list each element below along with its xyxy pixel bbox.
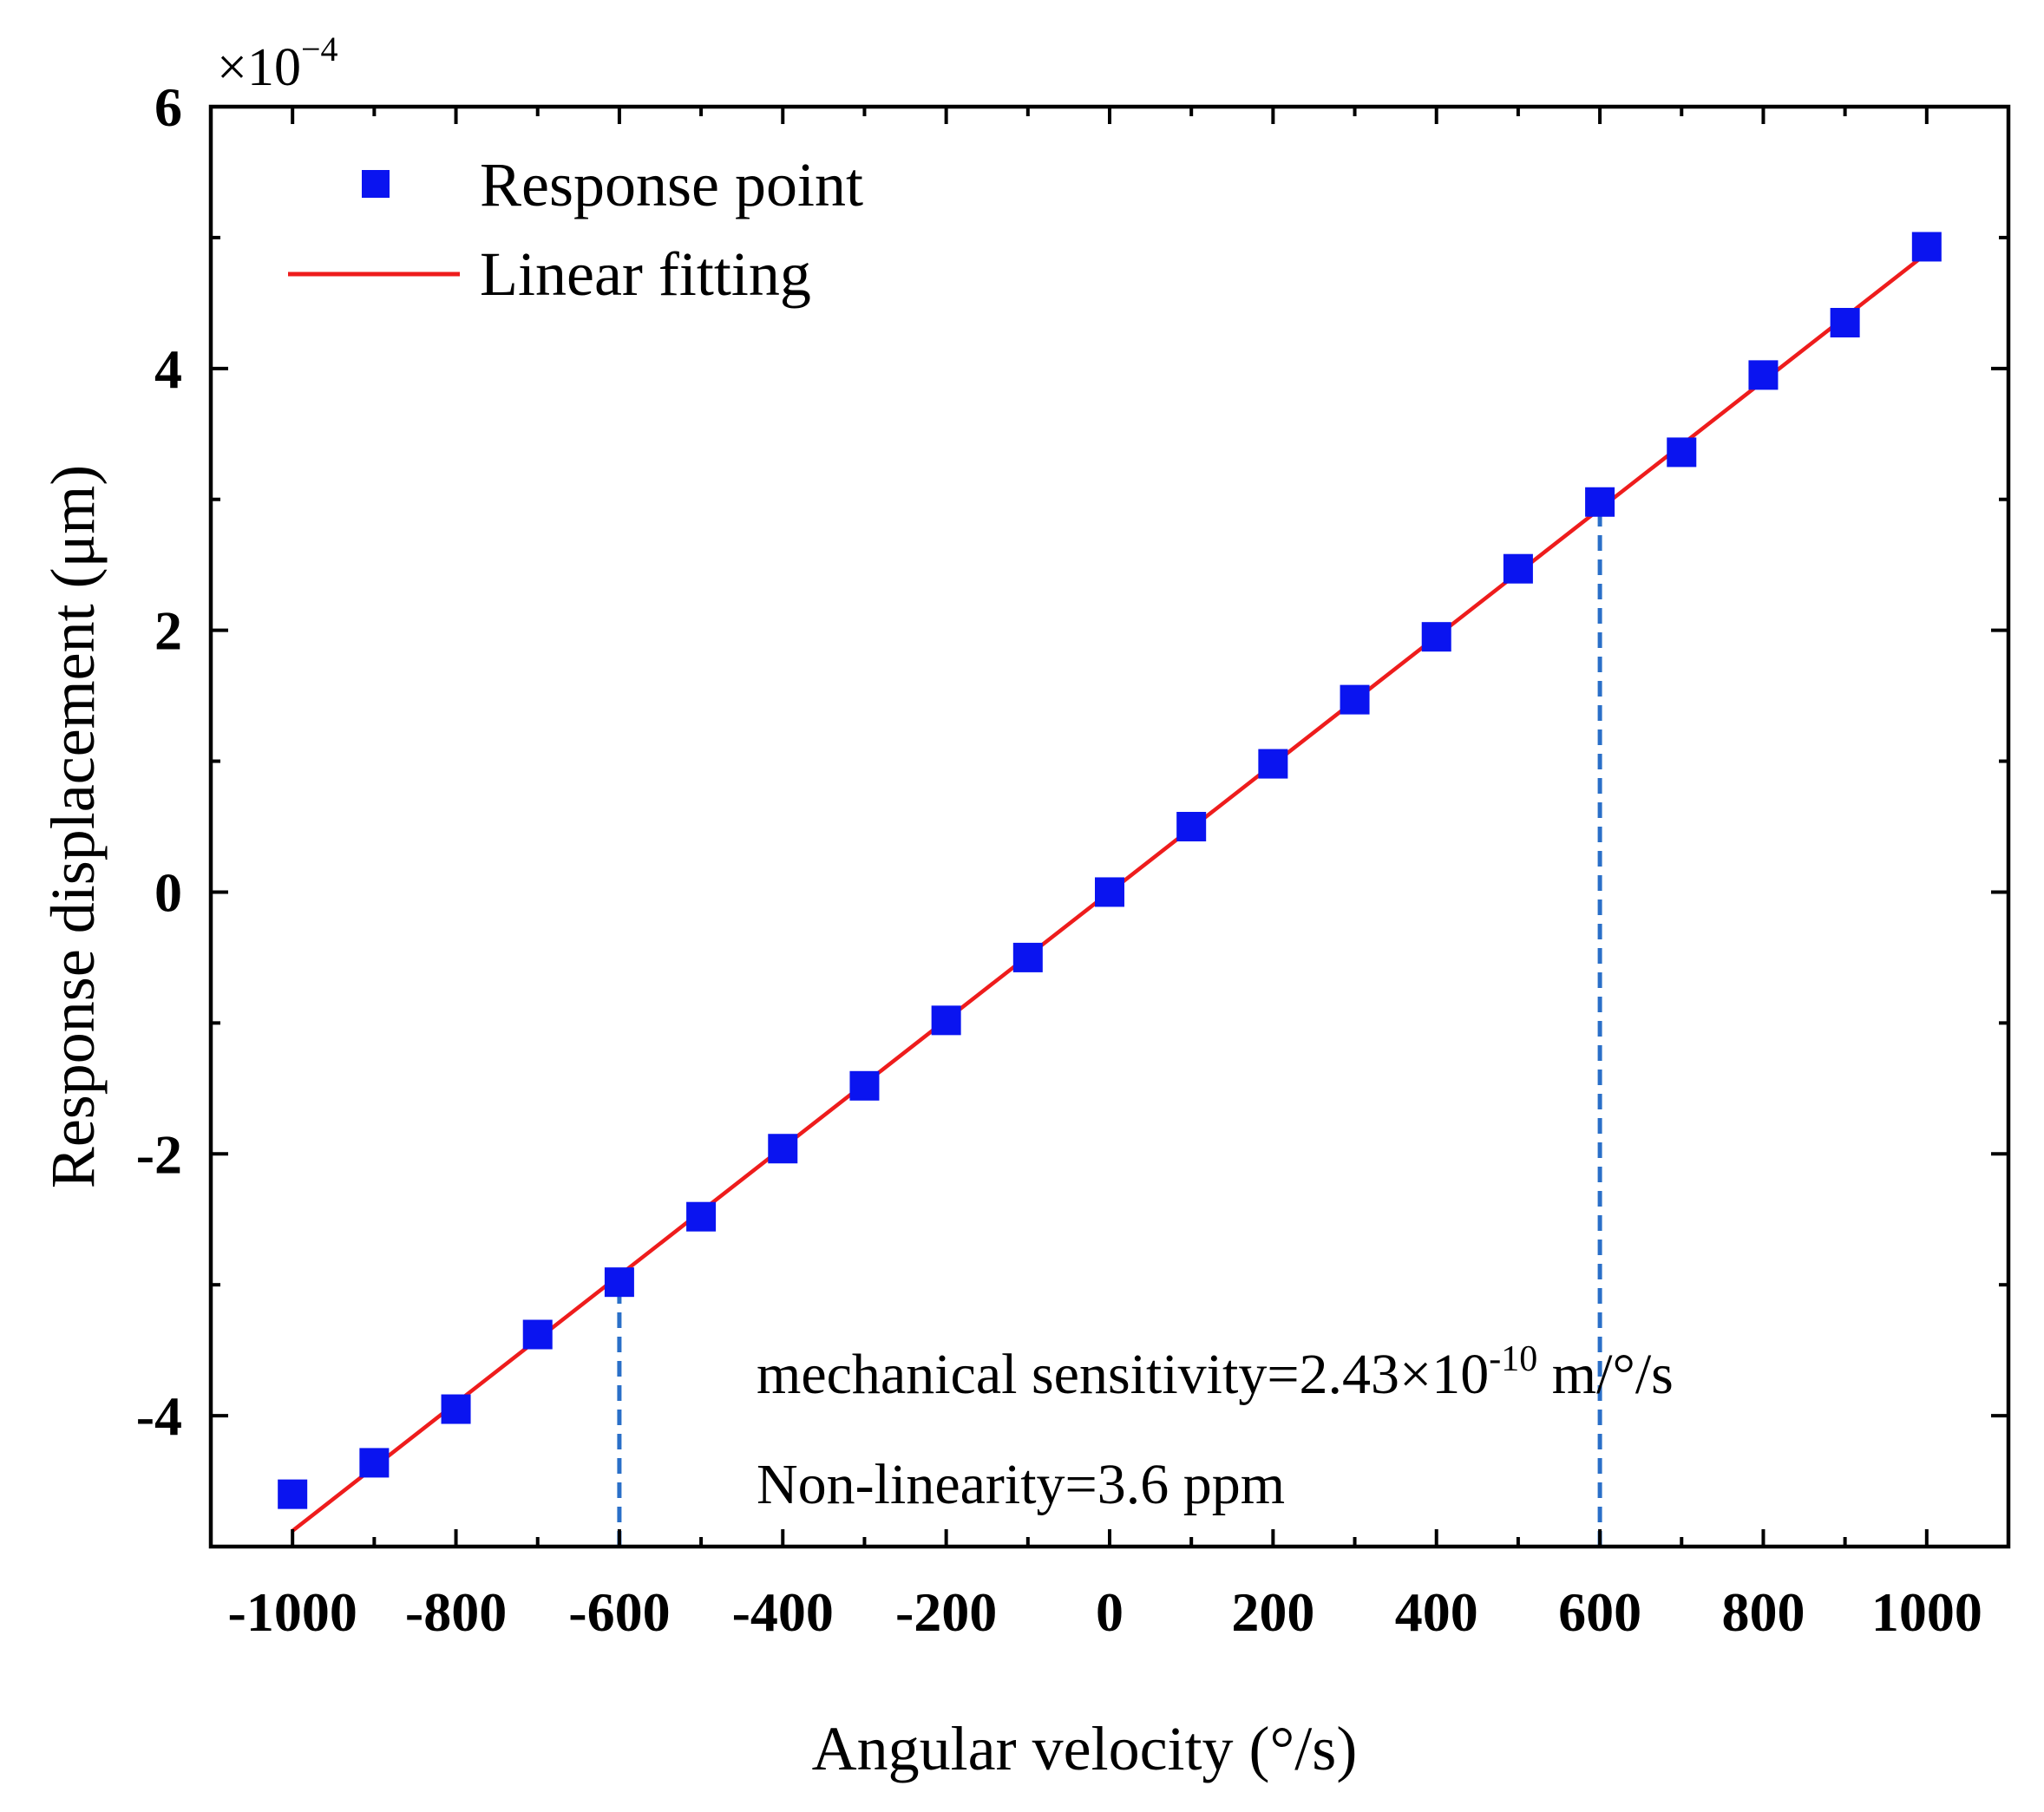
x-tick-label: 1000 [1871, 1581, 1982, 1643]
y-axis-label: Response displacement (μm) [38, 465, 108, 1188]
y-multiplier-base: ×10 [217, 38, 301, 97]
y-tick-label: 4 [154, 338, 182, 400]
data-point [1503, 553, 1533, 584]
x-axis-label: Angular velocity (°/s) [812, 1714, 1358, 1783]
data-point [278, 1479, 308, 1509]
x-tick-label: 600 [1558, 1581, 1641, 1643]
data-point [1911, 232, 1942, 262]
data-point [1830, 308, 1860, 337]
plot-frame [208, 104, 2011, 1549]
x-tick-label: 400 [1395, 1581, 1478, 1643]
data-point [686, 1201, 717, 1232]
data-point [849, 1070, 880, 1101]
data-point [1340, 684, 1370, 715]
y-tick-label: 2 [154, 600, 182, 662]
data-point [1748, 360, 1779, 390]
legend-marker-response-point [362, 170, 390, 198]
x-tick-label: 200 [1231, 1581, 1314, 1643]
annotation-sensitivity-suffix: m/°/s [1537, 1343, 1674, 1406]
data-point [931, 1005, 961, 1036]
annotation-nonlinearity: Non-linearity=3.6 ppm [757, 1453, 1285, 1516]
legend: Response point Linear fitting [288, 150, 863, 309]
y-tick-label: -2 [136, 1123, 182, 1185]
data-point [604, 1267, 634, 1298]
data-point [1012, 942, 1043, 972]
annotation-sensitivity-prefix: mechanical sensitivity=2.43×10 [757, 1343, 1489, 1406]
data-point [441, 1394, 471, 1424]
x-tick-label: -200 [895, 1581, 997, 1643]
x-tick-label: 800 [1721, 1581, 1805, 1643]
data-point [1095, 877, 1124, 907]
y-multiplier-exponent: −4 [301, 29, 338, 69]
data-point [1421, 622, 1451, 652]
y-tick-label: -4 [136, 1385, 182, 1447]
svg-text:×10−4: ×10−4 [217, 29, 338, 97]
legend-label-response-point: Response point [480, 150, 863, 219]
x-tick-label: -600 [568, 1581, 670, 1643]
x-tick-label: -800 [405, 1581, 507, 1643]
data-point [1176, 812, 1207, 841]
annotation-sensitivity: mechanical sensitivity=2.43×10-10 m/°/s [757, 1339, 1674, 1406]
y-ticks: -4 -2 0 2 4 6 [136, 76, 2008, 1548]
x-tick-label: 0 [1096, 1581, 1124, 1643]
annotation-sensitivity-exponent: -10 [1489, 1339, 1537, 1379]
data-point [522, 1319, 553, 1350]
x-tick-label: -400 [732, 1581, 834, 1643]
data-point [1667, 437, 1697, 468]
annotations: mechanical sensitivity=2.43×10-10 m/°/s … [757, 1339, 1674, 1516]
y-tick-label: 0 [154, 861, 182, 923]
data-point [768, 1134, 798, 1164]
data-point [359, 1448, 390, 1478]
x-ticks: -1000 -800 -600 -400 -200 0 200 400 600 800 1000 [209, 107, 2010, 1643]
plot-layer [278, 232, 1942, 1547]
y-multiplier: ×10−4 [217, 29, 338, 97]
x-tick-label: -1000 [228, 1581, 357, 1643]
data-point [1258, 749, 1288, 779]
data-point [1585, 487, 1615, 517]
y-tick-label: 6 [154, 76, 182, 138]
legend-label-linear-fitting: Linear fitting [480, 239, 811, 309]
